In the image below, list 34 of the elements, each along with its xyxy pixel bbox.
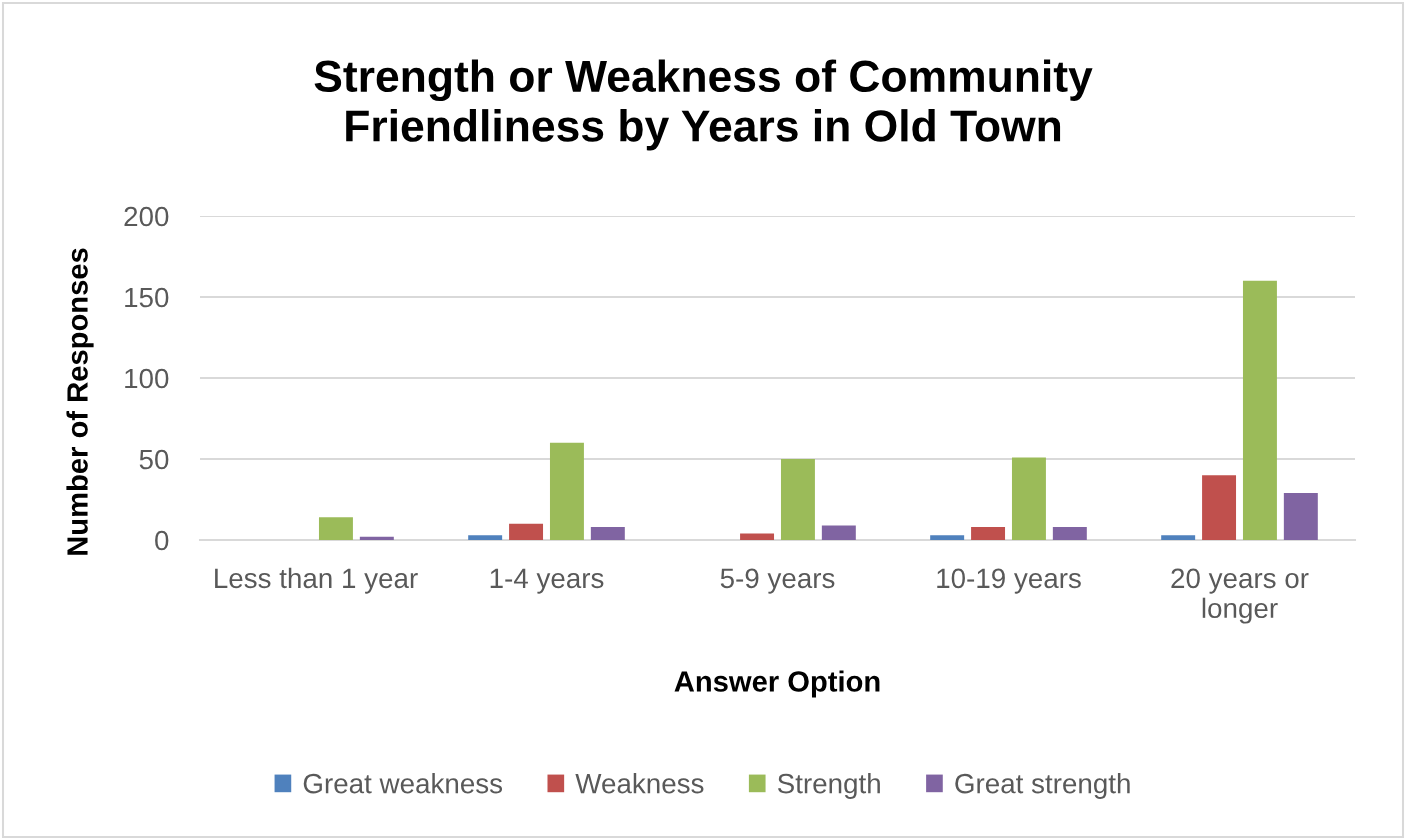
- x-tick-label: Less than 1 year: [215, 567, 418, 594]
- bar: [1161, 535, 1196, 540]
- bar: [1011, 457, 1046, 540]
- x-tick-label: 1-4 years: [490, 568, 604, 594]
- bar: [930, 535, 965, 540]
- x-tick-label: 10-19 years: [937, 568, 1081, 594]
- bar: [780, 459, 815, 540]
- bar: [821, 525, 856, 540]
- bar: [1283, 493, 1318, 540]
- legend-label: Great strength: [955, 773, 1130, 799]
- x-tick-label: 5-9 years: [720, 568, 835, 594]
- x-axis-title: Answer Option: [674, 670, 880, 698]
- x-tick-label: 20 years or longer: [1171, 568, 1309, 624]
- bar: [549, 442, 584, 540]
- y-tick-label: 100: [125, 368, 169, 389]
- bar: [971, 527, 1006, 540]
- legend-label: Weakness: [575, 773, 704, 794]
- bar: [318, 517, 353, 540]
- bar: [509, 523, 544, 540]
- legend-label: Strength: [777, 773, 880, 799]
- y-tick-label: 0: [155, 530, 169, 551]
- y-tick-label: 50: [139, 449, 169, 470]
- bar: [1052, 527, 1087, 540]
- bar: [359, 536, 394, 540]
- chart-title: Strength or Weakness of Community Friendliness by Years in Old Town: [314, 59, 1093, 151]
- y-tick-label: 200: [124, 206, 169, 227]
- bar: [740, 533, 775, 540]
- y-tick-label: 150: [125, 287, 169, 308]
- legend-label: Great weakness: [303, 773, 503, 794]
- y-axis-title: Number of Responses: [66, 248, 94, 555]
- bar: [1242, 280, 1277, 540]
- bar: [590, 527, 625, 540]
- bar: [1202, 475, 1237, 540]
- bar: [468, 535, 503, 540]
